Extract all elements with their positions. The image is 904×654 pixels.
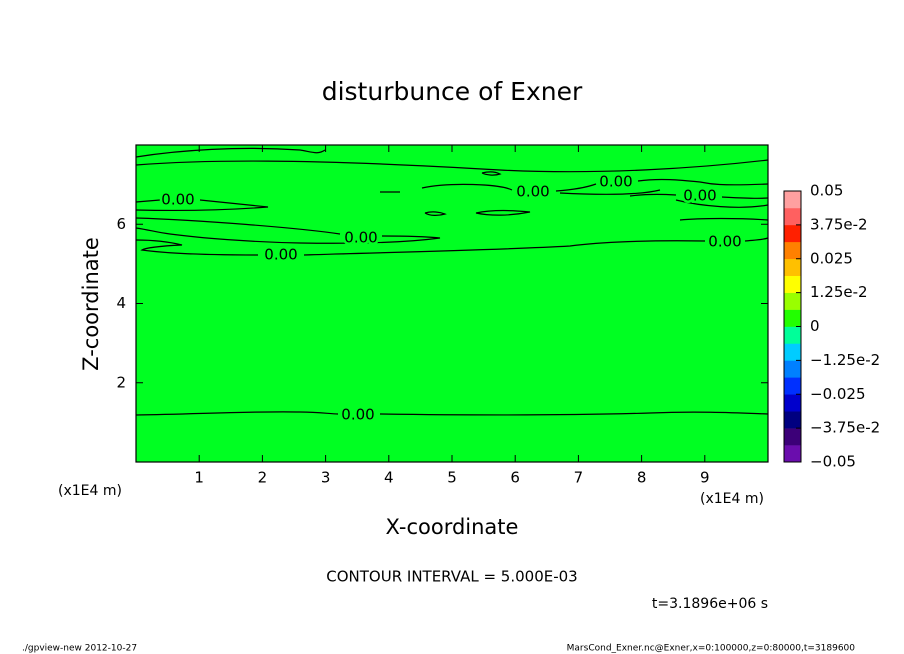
x-tick-label: 3 [321,469,331,487]
y-tick-label: 6 [116,215,126,233]
colorbar-tick-label: −0.025 [810,385,866,403]
x-tick-label: 6 [510,469,520,487]
chart-title: disturbunce of Exner [322,77,583,106]
x-tick-label: 4 [384,469,394,487]
x-tick-label: 5 [447,469,457,487]
colorbar-band [784,241,801,260]
contour-label: 0.00 [344,229,377,247]
contour-line [135,237,769,256]
colorbar-band [784,377,801,395]
contour-line [135,147,769,173]
colorbar-band [784,411,801,429]
x-tick-label: 1 [194,469,204,487]
colorbar-band [784,343,801,361]
colorbar-tick-label: 0.05 [810,182,843,200]
contour-line [380,171,531,216]
colorbar-band [784,207,801,226]
contour-label: 0.00 [341,406,374,424]
colorbar-tick-label: 3.75e-2 [810,215,868,233]
colorbar-tick-label: −1.25e-2 [810,351,880,369]
contour-interval: CONTOUR INTERVAL = 5.000E-03 [326,568,577,586]
colorbar-tick-label: −0.05 [810,453,856,471]
colorbar-band [784,445,801,463]
y-axis-label: Z-coordinate [79,237,103,371]
contour-line [135,199,269,211]
x-axis-label: X-coordinate [386,515,519,539]
contour-label: 0.00 [599,173,632,191]
contour-line [629,193,769,221]
colorbar-band [784,394,801,412]
time-label: t=3.1896e+06 s [652,596,768,612]
colorbar-tick-label: 0 [810,317,820,335]
x-tick-label: 2 [258,469,268,487]
x-tick-label: 8 [637,469,647,487]
colorbar-band [784,428,801,446]
x-unit-label: (x1E4 m) [58,483,122,499]
colorbar-band [784,191,801,209]
contour-label: 0.00 [683,187,716,205]
footer-right: MarsCond_Exner.nc@Exner,x=0:100000,z=0:8… [567,644,856,654]
contour-line [135,217,441,244]
contour-lines [135,147,769,416]
contour-label: 0.00 [516,183,549,201]
contour-field [136,145,768,462]
x-unit-label: (x1E4 m) [700,491,764,507]
y-tick-label: 2 [116,373,126,391]
colorbar-band [784,292,801,310]
contour-line [421,178,769,195]
colorbar-tick-label: 1.25e-2 [810,283,868,301]
x-tick-label: 9 [700,469,710,487]
footer-left: ./gpview-new 2012-10-27 [22,644,137,654]
contour-label: 0.00 [708,233,741,251]
y-tick-label: 4 [116,294,126,312]
contour-line [135,411,769,416]
colorbar-band [784,360,801,378]
colorbar-band [784,326,801,344]
colorbar-band [784,309,801,327]
colorbar-tick-label: 0.025 [810,249,853,267]
colorbar-band [784,275,801,293]
contour-label: 0.00 [161,191,194,209]
x-tick-label: 7 [574,469,584,487]
colorbar-band [784,224,801,243]
contour-label: 0.00 [264,246,297,264]
colorbar-band [784,258,801,276]
colorbar-tick-label: −3.75e-2 [810,419,880,437]
